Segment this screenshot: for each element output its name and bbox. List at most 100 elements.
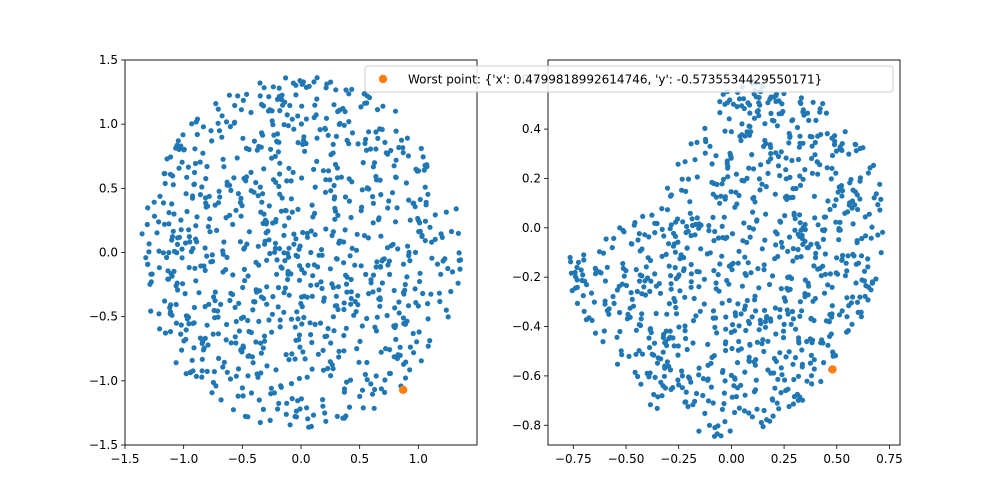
scatter-point (742, 254, 748, 260)
scatter-point (782, 213, 788, 219)
scatter-point (278, 383, 284, 389)
scatter-point (655, 394, 661, 400)
scatter-point (812, 152, 818, 158)
scatter-point (173, 283, 179, 289)
scatter-point (668, 222, 674, 228)
scatter-point (380, 103, 386, 109)
scatter-point (277, 317, 283, 323)
scatter-point (746, 358, 753, 364)
scatter-point (578, 267, 584, 273)
scatter-point (812, 295, 819, 302)
scatter-point (667, 328, 673, 334)
scatter-point (759, 341, 765, 347)
scatter-point (393, 336, 399, 342)
scatter-point (236, 328, 242, 334)
scatter-point (189, 357, 195, 363)
scatter-point (371, 405, 377, 411)
scatter-point (353, 309, 359, 315)
scatter-point (756, 94, 762, 101)
scatter-point (376, 296, 382, 302)
scatter-point (343, 87, 349, 93)
scatter-point (741, 96, 747, 102)
scatter-point (202, 304, 208, 310)
scatter-point (829, 314, 835, 320)
scatter-point (363, 147, 370, 153)
scatter-point (773, 150, 779, 156)
scatter-point (302, 148, 308, 154)
scatter-point (289, 351, 295, 357)
scatter-point (286, 215, 292, 221)
scatter-point (160, 200, 167, 206)
scatter-point (729, 267, 735, 273)
scatter-point (310, 412, 317, 418)
scatter-point (212, 202, 218, 208)
scatter-point (793, 326, 799, 332)
scatter-point (169, 201, 175, 207)
scatter-point (574, 300, 581, 306)
scatter-point (257, 184, 263, 190)
scatter-point (696, 365, 702, 371)
scatter-point (255, 243, 261, 249)
scatter-point (779, 101, 785, 107)
y-tick-label: −0.2 (512, 270, 541, 284)
scatter-point (312, 102, 318, 108)
scatter-point (827, 271, 834, 277)
scatter-point (676, 382, 682, 388)
scatter-point (370, 164, 376, 170)
scatter-point (647, 402, 654, 408)
scatter-point (228, 187, 234, 193)
scatter-point (227, 376, 234, 382)
scatter-point (248, 390, 255, 396)
scatter-point (421, 167, 427, 173)
scatter-point (648, 278, 654, 284)
scatter-point (296, 332, 303, 338)
scatter-point (347, 253, 353, 259)
scatter-point (726, 116, 732, 122)
scatter-point (808, 373, 815, 379)
scatter-point (600, 339, 606, 345)
scatter-point (782, 298, 789, 304)
scatter-point (194, 131, 200, 138)
scatter-point (761, 407, 767, 414)
scatter-point (771, 118, 777, 124)
scatter-point (214, 227, 220, 233)
scatter-point (798, 95, 805, 101)
scatter-point (663, 251, 669, 257)
scatter-point (403, 180, 409, 186)
scatter-point (235, 366, 242, 372)
scatter-point (742, 133, 748, 139)
scatter-point (722, 235, 729, 241)
scatter-point (281, 122, 287, 128)
scatter-point (277, 108, 283, 114)
scatter-point (183, 240, 189, 246)
scatter-point (245, 317, 251, 324)
scatter-point (378, 349, 384, 355)
scatter-point (672, 265, 678, 271)
scatter-point (139, 231, 145, 237)
scatter-point (415, 217, 421, 223)
scatter-point (260, 406, 266, 412)
scatter-point (224, 254, 230, 260)
scatter-point (205, 342, 211, 348)
scatter-point (320, 168, 326, 174)
scatter-point (761, 267, 767, 273)
scatter-point (333, 256, 339, 262)
scatter-point (314, 75, 320, 81)
scatter-point (819, 337, 825, 343)
scatter-point (230, 272, 236, 278)
scatter-point (382, 389, 388, 395)
scatter-point (176, 165, 182, 171)
scatter-point (684, 245, 690, 251)
scatter-point (393, 174, 399, 180)
scatter-point (673, 311, 680, 317)
scatter-point (592, 330, 599, 336)
scatter-point (234, 155, 240, 161)
scatter-point (812, 215, 818, 221)
scatter-point (717, 99, 723, 105)
scatter-point (341, 260, 347, 266)
scatter-point (682, 399, 688, 405)
scatter-point (638, 381, 644, 387)
scatter-point (199, 356, 205, 362)
scatter-point (180, 281, 186, 287)
scatter-point (789, 308, 796, 315)
